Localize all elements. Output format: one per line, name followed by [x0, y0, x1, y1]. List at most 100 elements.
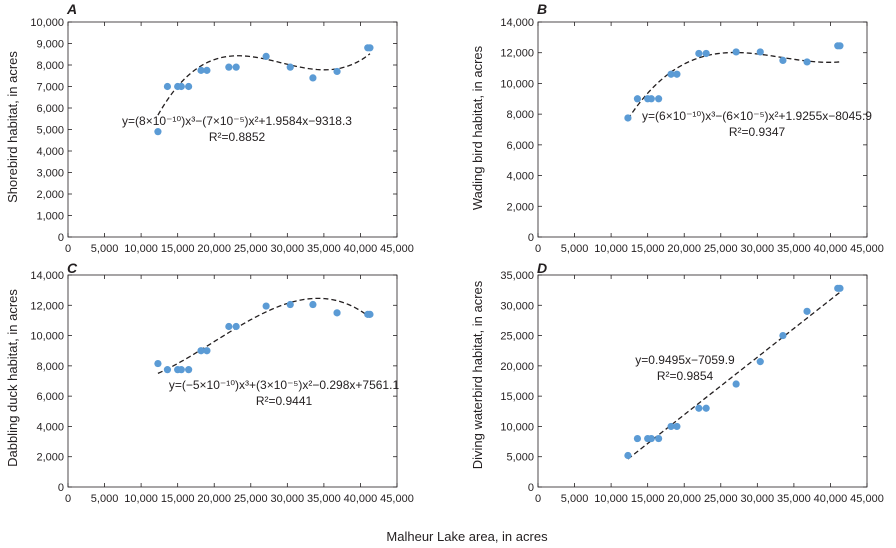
panel-d-ylabel: Diving waterbird habitat, in acres: [470, 280, 485, 469]
panel-a-x-tick-label: 5,000: [91, 243, 119, 255]
panel-c-x-tick-label: 5,000: [91, 493, 119, 505]
panel-d-r2: R²=0.9854: [657, 369, 714, 383]
panel-a-data-point: [309, 74, 317, 82]
panel-d: 05,00010,00015,00020,00025,00030,00035,0…: [470, 260, 884, 505]
panel-b-y-tick-label: 14,000: [500, 17, 534, 29]
panel-c-data-point: [225, 322, 233, 331]
panel-c-fit-line: [157, 297, 371, 374]
panel-b-x-tick-label: 40,000: [814, 243, 848, 255]
panel-b-x-tick-label: 10,000: [594, 243, 628, 255]
panel-d-data-point: [673, 422, 681, 431]
panel-b-data-point: [756, 48, 764, 56]
panel-a-y-tick-label: 0: [58, 232, 64, 244]
panel-b-y-tick-label: 12,000: [500, 48, 534, 60]
panel-a: 0 1,000 2,000 3,000 4,000 5,000 6,000 7,000 8,00…: [5, 1, 414, 255]
panel-d-y-tick-label: 15,000: [500, 391, 534, 403]
panel-b-data-point: [779, 56, 787, 64]
panel-b-ylabel: Wading bird habitat, in acres: [470, 45, 485, 210]
panel-d-data-point: [667, 422, 675, 431]
panel-d-y-tick-label: 35,000: [500, 270, 534, 282]
panel-b-data-point: [836, 42, 844, 50]
panel-a-equation: y=(8×10⁻¹⁰)x³−(7×10⁻⁵)x²+1.9584x−9318.3: [122, 114, 352, 128]
panel-c-data-point: [366, 310, 374, 318]
panel-a-x-tick-label: 30,000: [271, 243, 305, 255]
panel-a-x-tick-label: 40,000: [344, 243, 378, 255]
panel-d-data-point: [624, 451, 632, 460]
panel-d-x-tick-label: 10,000: [594, 493, 628, 505]
panel-a-y-tick-label: 4,000: [36, 146, 64, 158]
panel-a-data-point: [185, 82, 193, 91]
panel-c-data-point: [154, 359, 162, 368]
panel-b-axes: 0 2,000 4,000 6,000 8,000 10,000 12,000 14,000 0…: [500, 17, 883, 255]
panel-b-data-point: [667, 70, 675, 78]
panel-c-y-tick-label: 12,000: [30, 300, 64, 312]
panel-c-data-point: [262, 302, 270, 310]
panel-b-data-point: [732, 48, 740, 56]
panel-b-y-tick-label: 10,000: [500, 78, 534, 90]
panel-a-data-point: [154, 128, 162, 136]
panel-c-plot-frame: [67, 274, 398, 488]
panel-c-ylabel: Dabbling duck habitat, in acres: [5, 289, 20, 467]
panel-c-equation: y=(−5×10⁻¹⁰)x³+(3×10⁻⁵)x²−0.298x+7561.1: [169, 378, 400, 392]
panel-a-x-tick-label: 15,000: [161, 243, 195, 255]
panel-b-data-point: [695, 49, 703, 58]
panel-a-y-tick-label: 10,000: [30, 17, 64, 29]
panel-c-data-point: [232, 322, 240, 331]
panel-c-x-tick-label: 45,000: [380, 493, 414, 505]
panel-c-y-tick-label: 6,000: [36, 391, 64, 403]
panel-c: 0 2,000 4,000 6,000 8,000 10,000 12,000 14,000 0…: [5, 260, 414, 505]
panel-a-ylabel: Shorebird habitat, in acres: [5, 51, 20, 203]
panel-a-y-tick-label: 9,000: [36, 39, 64, 51]
panel-d-y-tick-label: 10,000: [500, 421, 534, 433]
panel-d-points: [624, 284, 844, 460]
panel-c-x-tick-label: 0: [65, 493, 71, 505]
panel-b-y-tick-label: 6,000: [506, 140, 534, 152]
panel-b-r2: R²=0.9347: [729, 125, 786, 139]
panel-b-data-point: [673, 70, 681, 78]
panel-d-fit-line: [627, 291, 841, 460]
panel-d-data-point: [633, 434, 642, 443]
panel-d-plot-frame: [537, 274, 868, 488]
panel-d-y-tick-label: 0: [528, 482, 534, 494]
panel-b-y-tick-label: 0: [528, 232, 534, 244]
panel-c-x-tick-label: 35,000: [307, 493, 341, 505]
panel-d-x-tick-label: 15,000: [631, 493, 665, 505]
panel-a-data-point: [286, 63, 294, 71]
panel-b-x-tick-label: 15,000: [631, 243, 665, 255]
panel-b-data-point: [702, 49, 710, 58]
panel-a-data-point: [225, 63, 233, 71]
panel-d-x-tick-label: 0: [535, 493, 541, 505]
panel-a-y-tick-label: 6,000: [36, 103, 64, 115]
panel-b-x-tick-label: 0: [535, 243, 541, 255]
panel-a-y-tick-label: 1,000: [36, 211, 64, 223]
panel-c-data-point: [185, 366, 193, 374]
panel-a-y-tick-label: 8,000: [36, 60, 64, 72]
panel-c-r2: R²=0.9441: [256, 394, 313, 408]
panel-b-letter: B: [537, 1, 547, 17]
panel-a-x-tick-label: 35,000: [307, 243, 341, 255]
panel-b-x-tick-label: 45,000: [850, 243, 884, 255]
panel-c-y-tick-label: 0: [58, 482, 64, 494]
panel-b-x-tick-label: 20,000: [667, 243, 701, 255]
panel-c-y-tick-label: 10,000: [30, 331, 64, 343]
panel-c-data-point: [203, 347, 211, 355]
panel-a-data-point: [333, 67, 341, 76]
panel-b-y-tick-label: 2,000: [506, 201, 534, 213]
panel-a-data-point: [366, 44, 374, 52]
panel-a-data-point: [163, 82, 172, 91]
panel-a-data-point: [197, 66, 205, 74]
panel-c-y-tick-label: 14,000: [30, 270, 64, 282]
panel-c-data-point: [177, 366, 185, 374]
panel-c-x-tick-label: 30,000: [271, 493, 305, 505]
panel-c-points: [154, 300, 374, 374]
panel-d-fit-curve: [627, 291, 841, 460]
panel-a-r2: R²=0.8852: [209, 130, 266, 144]
panel-d-data-point: [695, 404, 703, 412]
panel-d-axes: 05,00010,00015,00020,00025,00030,00035,0…: [500, 270, 883, 505]
panel-d-data-point: [836, 284, 844, 292]
x-axis-title: Malheur Lake area, in acres: [386, 529, 548, 544]
panel-d-data-point: [655, 434, 663, 443]
panel-b-data-point: [647, 95, 655, 103]
panel-c-data-point: [286, 300, 294, 309]
panel-b: 0 2,000 4,000 6,000 8,000 10,000 12,000 14,000 0…: [470, 1, 884, 255]
